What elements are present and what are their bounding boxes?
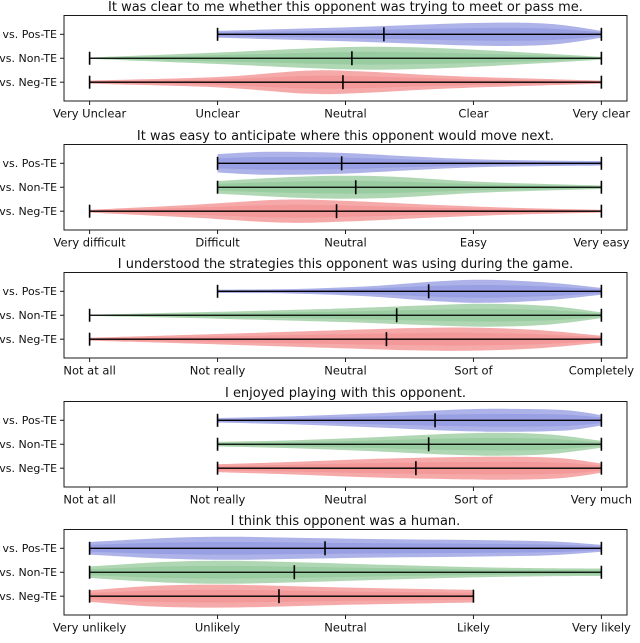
x-tick-label: Not really — [190, 364, 246, 378]
x-tick-label: Unlikely — [195, 621, 241, 635]
violin-vs-non-te — [88, 561, 603, 585]
y-tick-label: vs. Non-TE — [0, 309, 57, 322]
x-tick-label: Completely — [569, 364, 635, 378]
x-tick-label: Very unlikely — [53, 621, 127, 635]
chart-title: I enjoyed playing with this opponent. — [225, 386, 466, 401]
x-tick-label: Neutral — [324, 621, 366, 635]
subplot-1: It was clear to me whether this opponent… — [0, 0, 631, 120]
violin-vs-pos-te — [216, 22, 603, 46]
violin-vs-neg-te — [216, 456, 603, 480]
subplot-2: It was easy to anticipate where this opp… — [0, 129, 630, 249]
x-tick-label: Very likely — [572, 621, 631, 635]
chart-title: It was easy to anticipate where this opp… — [137, 129, 554, 144]
violin-vs-pos-te — [216, 279, 603, 304]
x-tick-label: Neutral — [324, 364, 366, 378]
y-tick-label: vs. Pos-TE — [3, 414, 58, 427]
y-tick-label: vs. Neg-TE — [0, 333, 57, 346]
y-tick-label: vs. Neg-TE — [0, 205, 57, 218]
x-tick-label: Unclear — [196, 106, 240, 120]
x-tick-label: Neutral — [324, 235, 366, 249]
subplot-5: I think this opponent was a human. Very u… — [0, 514, 631, 635]
y-tick-label: vs. Neg-TE — [0, 76, 57, 89]
violin-vs-pos-te — [216, 151, 603, 175]
violin-vs-neg-te — [88, 199, 603, 223]
x-tick-label: Very Unclear — [53, 106, 126, 120]
x-tick-label: Neutral — [324, 492, 366, 506]
violin-vs-non-te — [216, 432, 603, 456]
x-tick-label: Clear — [458, 106, 488, 120]
x-tick-label: Neutral — [324, 106, 366, 120]
violin-vs-pos-te — [216, 408, 603, 432]
x-tick-label: Very clear — [573, 106, 631, 120]
y-tick-label: vs. Non-TE — [0, 438, 57, 451]
x-tick-label: Very easy — [573, 235, 629, 249]
x-tick-label: Not at all — [63, 492, 115, 506]
x-tick-label: Easy — [460, 235, 487, 249]
chart-title: It was clear to me whether this opponent… — [108, 0, 583, 15]
subplot-4: I enjoyed playing with this opponent. Not… — [0, 386, 632, 506]
y-tick-label: vs. Pos-TE — [3, 542, 58, 555]
x-tick-label: Sort of — [454, 492, 493, 506]
violin-vs-non-te — [216, 175, 603, 199]
x-tick-label: Not really — [190, 492, 246, 506]
violin-vs-neg-te — [88, 327, 603, 352]
violin-vs-non-te — [88, 303, 603, 327]
x-tick-label: Likely — [457, 621, 490, 635]
chart-title: I think this opponent was a human. — [231, 514, 461, 529]
violin-vs-neg-te — [88, 585, 475, 609]
y-tick-label: vs. Non-TE — [0, 566, 57, 579]
chart-title: I understood the strategies this opponen… — [118, 257, 573, 272]
subplot-3: I understood the strategies this opponen… — [0, 257, 635, 378]
y-tick-label: vs. Pos-TE — [3, 28, 58, 41]
y-tick-label: vs. Neg-TE — [0, 462, 57, 475]
y-tick-label: vs. Pos-TE — [3, 157, 58, 170]
y-tick-label: vs. Pos-TE — [3, 285, 58, 298]
x-tick-label: Not at all — [63, 364, 115, 378]
x-tick-label: Very difficult — [54, 235, 127, 249]
y-tick-label: vs. Neg-TE — [0, 590, 57, 603]
x-tick-label: Very much — [571, 492, 632, 506]
y-tick-label: vs. Non-TE — [0, 181, 57, 194]
x-tick-label: Sort of — [454, 364, 493, 378]
y-tick-label: vs. Non-TE — [0, 52, 57, 65]
violin-vs-neg-te — [88, 70, 603, 95]
violin-vs-non-te — [88, 46, 603, 70]
x-tick-label: Difficult — [195, 235, 240, 249]
violin-vs-pos-te — [88, 537, 603, 561]
